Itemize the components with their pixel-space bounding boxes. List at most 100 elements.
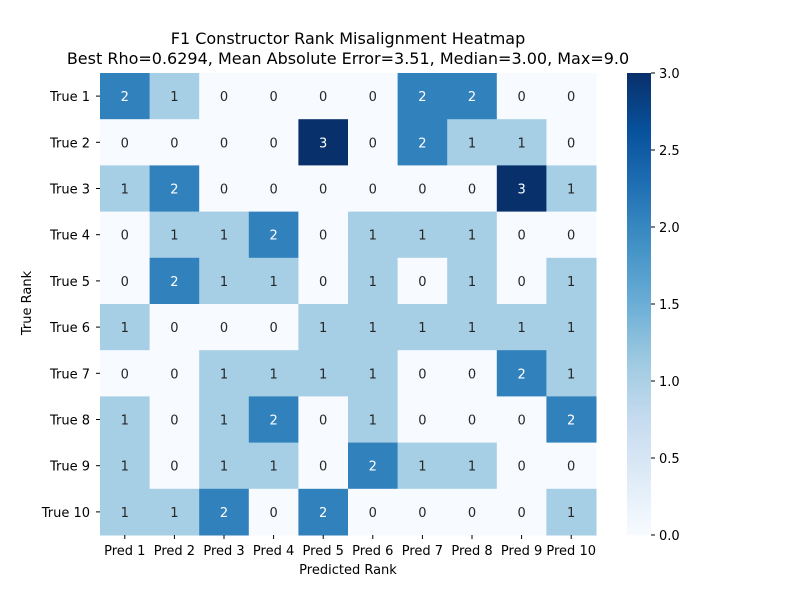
heatmap-cell [298, 350, 349, 397]
heatmap-cell [199, 211, 250, 259]
chart-title: F1 Constructor Rank Misalignment Heatmap [171, 29, 526, 48]
y-tick-label: True 6 [49, 321, 90, 336]
heatmap-cell [100, 488, 151, 536]
cell-value-label: 1 [170, 506, 178, 521]
cell-value-label: 0 [121, 136, 129, 151]
x-tick-label: Pred 3 [203, 544, 244, 559]
heatmap-cell [100, 73, 151, 120]
heatmap-cell [298, 304, 349, 351]
cell-value-label: 0 [468, 367, 476, 382]
heatmap-cell [149, 488, 200, 536]
cell-value-label: 0 [369, 136, 377, 151]
cell-value-label: 1 [220, 367, 228, 382]
heatmap-cell [149, 350, 200, 397]
cell-value-label: 0 [269, 183, 277, 198]
heatmap-cell [248, 304, 299, 351]
x-tick-label: Pred 2 [154, 544, 195, 559]
heatmap-cell [397, 396, 448, 444]
heatmap-cell [100, 350, 151, 397]
heatmap-cell [546, 304, 597, 351]
cell-value-label: 2 [418, 90, 426, 105]
heatmap-cell [348, 442, 399, 490]
colorbar-gradient [627, 73, 651, 535]
y-tick-label: True 5 [49, 275, 90, 290]
cell-value-label: 0 [517, 275, 525, 290]
cell-value-label: 0 [319, 183, 327, 198]
cell-value-label: 0 [369, 506, 377, 521]
cell-value-label: 0 [567, 90, 575, 105]
heatmap-cell [248, 119, 299, 166]
heatmap-cell [199, 119, 250, 166]
cell-value-label: 2 [468, 90, 476, 105]
heatmap-cell [397, 257, 448, 305]
cell-value-label: 1 [121, 321, 129, 336]
heatmap-cell [149, 73, 200, 120]
heatmap-cell [348, 73, 399, 120]
y-tick-label: True 3 [49, 183, 90, 198]
x-tick-label: Pred 10 [546, 544, 596, 559]
y-tick-label: True 9 [49, 460, 90, 475]
cell-value-label: 1 [121, 183, 129, 198]
heatmap-cell [298, 442, 349, 490]
cell-value-label: 0 [170, 321, 178, 336]
cell-value-label: 1 [220, 460, 228, 475]
y-tick-label: True 2 [49, 136, 90, 151]
cell-value-label: 1 [319, 367, 327, 382]
cell-value-label: 0 [220, 90, 228, 105]
heatmap-cell [447, 257, 498, 305]
colorbar-tick-label: 1.0 [659, 375, 680, 390]
heatmap-cell [447, 488, 498, 536]
heatmap-cell [348, 119, 399, 166]
heatmap-cell [298, 165, 349, 213]
heatmap-cell [248, 211, 299, 259]
cell-value-label: 0 [319, 275, 327, 290]
cell-value-label: 1 [121, 506, 129, 521]
heatmap-cell [496, 73, 547, 120]
cell-value-label: 0 [517, 460, 525, 475]
heatmap-cell [447, 73, 498, 120]
heatmap-cell [397, 165, 448, 213]
heatmap-cell [397, 211, 448, 259]
heatmap-cell [149, 119, 200, 166]
cell-value-label: 0 [517, 506, 525, 521]
heatmap-cell [447, 304, 498, 351]
heatmap-cell [298, 211, 349, 259]
heatmap-cells [100, 73, 597, 536]
cell-value-label: 0 [319, 229, 327, 244]
heatmap-cell [496, 257, 547, 305]
cell-value-label: 1 [269, 367, 277, 382]
cell-value-label: 1 [369, 321, 377, 336]
cell-value-label: 1 [220, 275, 228, 290]
cell-value-label: 2 [170, 275, 178, 290]
heatmap-cell [199, 488, 250, 536]
cell-value-label: 2 [567, 414, 575, 429]
cell-value-label: 1 [418, 321, 426, 336]
heatmap-cell [100, 396, 151, 444]
heatmap-cell [248, 396, 299, 444]
heatmap-cell [496, 165, 547, 213]
cell-value-label: 1 [170, 90, 178, 105]
heatmap-cell [397, 119, 448, 166]
cell-value-label: 1 [418, 460, 426, 475]
cell-value-label: 1 [418, 229, 426, 244]
heatmap-cell [397, 442, 448, 490]
y-tick-label: True 7 [49, 367, 90, 382]
cell-value-label: 1 [517, 321, 525, 336]
heatmap-cell [248, 73, 299, 120]
cell-value-label: 1 [567, 275, 575, 290]
x-tick-label: Pred 9 [501, 544, 542, 559]
heatmap-cell [248, 257, 299, 305]
cell-value-label: 1 [121, 460, 129, 475]
cell-value-label: 0 [418, 367, 426, 382]
heatmap-cell [298, 396, 349, 444]
heatmap-cell [546, 350, 597, 397]
heatmap-cell [149, 211, 200, 259]
heatmap-cell [100, 257, 151, 305]
cell-value-label: 1 [567, 367, 575, 382]
cell-value-label: 1 [170, 229, 178, 244]
y-tick-label: True 1 [49, 90, 90, 105]
cell-value-label: 0 [567, 136, 575, 151]
cell-value-label: 0 [319, 90, 327, 105]
cell-value-label: 0 [418, 183, 426, 198]
